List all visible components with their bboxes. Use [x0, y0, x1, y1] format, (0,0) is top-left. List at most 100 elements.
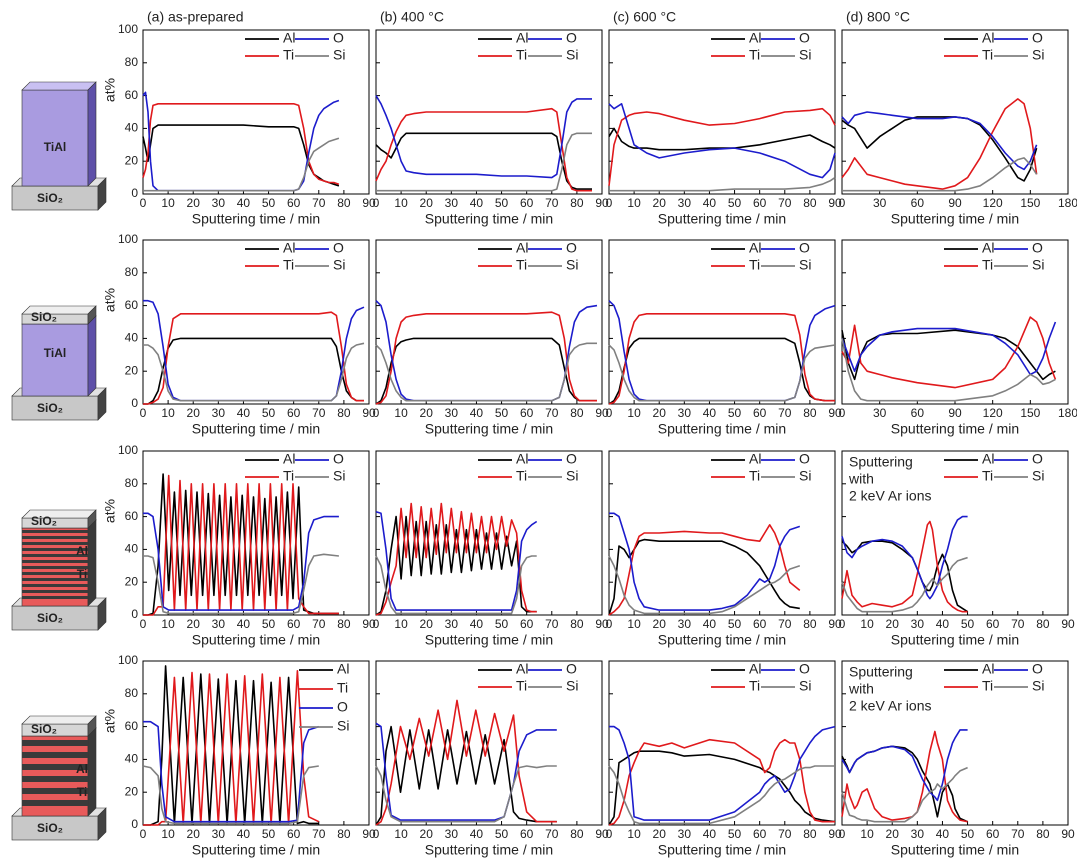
- x-tick-label: 70: [312, 406, 326, 420]
- data-line: [609, 176, 836, 192]
- x-tick-label: 150: [1020, 196, 1040, 210]
- x-tick-label: 50: [262, 827, 276, 841]
- x-tick-label: 70: [545, 617, 559, 631]
- schematic-label: SiO₂: [37, 611, 63, 625]
- y-tick-label: 40: [125, 542, 139, 556]
- x-axis-label: Sputtering time / min: [192, 421, 320, 437]
- x-tick-label: 80: [337, 406, 351, 420]
- schematic-label: SiO₂: [37, 821, 63, 835]
- x-tick-label: 70: [1011, 827, 1025, 841]
- layer-front: [11, 815, 99, 841]
- y-tick-label: 60: [125, 298, 139, 312]
- legend-label: Al: [283, 451, 295, 467]
- x-tick-label: 30: [911, 617, 925, 631]
- x-axis-label: Sputtering time / min: [891, 842, 1019, 858]
- legend-label: Al: [283, 240, 295, 256]
- x-tick-label: 10: [627, 196, 641, 210]
- x-tick-label: 30: [212, 827, 226, 841]
- x-tick-label: 50: [495, 617, 509, 631]
- x-tick-label: 50: [262, 617, 276, 631]
- x-tick-label: 40: [936, 617, 950, 631]
- x-tick-label: 90: [948, 406, 962, 420]
- x-axis-label: Sputtering time / min: [891, 421, 1019, 437]
- data-line: [608, 538, 800, 616]
- x-tick-label: 20: [187, 617, 201, 631]
- x-tick-label: 0: [373, 617, 380, 631]
- data-line: [375, 765, 557, 823]
- y-axis-label: at%: [102, 709, 118, 733]
- x-tick-label: 0: [140, 406, 147, 420]
- x-tick-label: 60: [287, 827, 301, 841]
- data-line: [142, 103, 340, 185]
- schematic-label: Al: [76, 544, 88, 558]
- legend-label: Al: [982, 240, 994, 256]
- legend-label: O: [566, 661, 577, 677]
- x-tick-label: 40: [470, 827, 484, 841]
- x-tick-label: 0: [140, 827, 147, 841]
- x-tick-label: 30: [678, 406, 692, 420]
- x-tick-label: 120: [983, 406, 1003, 420]
- data-line: [841, 98, 1038, 190]
- x-tick-label: 40: [237, 196, 251, 210]
- x-tick-label: 60: [520, 617, 534, 631]
- x-tick-label: 80: [803, 196, 817, 210]
- plot-frame: [841, 239, 1069, 405]
- x-tick-label: 60: [753, 617, 767, 631]
- x-tick-label: 20: [420, 617, 434, 631]
- x-tick-label: 150: [1020, 406, 1040, 420]
- legend-label: Si: [566, 47, 578, 63]
- x-tick-label: 20: [420, 827, 434, 841]
- x-tick-label: 70: [545, 827, 559, 841]
- x-tick-label: 30: [678, 196, 692, 210]
- x-tick-label: 60: [520, 827, 534, 841]
- x-tick-label: 0: [373, 406, 380, 420]
- x-tick-label: 0: [606, 827, 613, 841]
- plot-frame: [608, 239, 836, 405]
- legend-label: Ti: [516, 468, 527, 484]
- x-tick-label: 80: [570, 827, 584, 841]
- x-tick-label: 0: [606, 617, 613, 631]
- x-tick-label: 30: [212, 406, 226, 420]
- x-tick-label: 90: [362, 406, 376, 420]
- y-tick-label: 20: [125, 574, 139, 588]
- x-tick-label: 90: [362, 196, 376, 210]
- schematic-label: SiO₂: [31, 722, 57, 736]
- panel-title: (b) 400 °C: [380, 9, 444, 25]
- x-tick-label: 90: [828, 827, 842, 841]
- legend-label: Al: [516, 451, 528, 467]
- schematic-label: SiO₂: [37, 401, 63, 415]
- x-tick-label: 70: [778, 406, 792, 420]
- legend-label: Si: [799, 678, 811, 694]
- x-tick-label: 10: [394, 406, 408, 420]
- legend-label: Si: [566, 468, 578, 484]
- data-line: [143, 337, 364, 405]
- layer-side: [97, 597, 107, 631]
- x-tick-label: 40: [470, 196, 484, 210]
- x-tick-label: 40: [237, 827, 251, 841]
- x-tick-label: 80: [570, 406, 584, 420]
- x-tick-label: 70: [778, 617, 792, 631]
- legend-label: Al: [516, 240, 528, 256]
- legend-label: Si: [1032, 468, 1044, 484]
- data-line: [608, 127, 836, 151]
- schematic-label: Al: [76, 762, 88, 776]
- y-tick-label: 0: [131, 817, 138, 831]
- x-tick-label: 0: [839, 196, 846, 210]
- x-tick-label: 40: [936, 827, 950, 841]
- x-axis-label: Sputtering time / min: [192, 632, 320, 648]
- x-tick-label: 30: [911, 827, 925, 841]
- legend-label: Si: [799, 468, 811, 484]
- x-tick-label: 20: [653, 827, 667, 841]
- legend-label: Si: [799, 47, 811, 63]
- legend-label: Al: [516, 30, 528, 46]
- data-line: [608, 555, 801, 615]
- y-tick-label: 60: [125, 719, 139, 733]
- data-line: [841, 329, 1056, 381]
- x-tick-label: 60: [986, 617, 1000, 631]
- x-tick-label: 90: [828, 406, 842, 420]
- y-tick-label: 80: [125, 265, 139, 279]
- x-tick-label: 40: [703, 406, 717, 420]
- legend-label: O: [1032, 451, 1043, 467]
- layer-side: [97, 177, 107, 211]
- legend-label: O: [1032, 240, 1043, 256]
